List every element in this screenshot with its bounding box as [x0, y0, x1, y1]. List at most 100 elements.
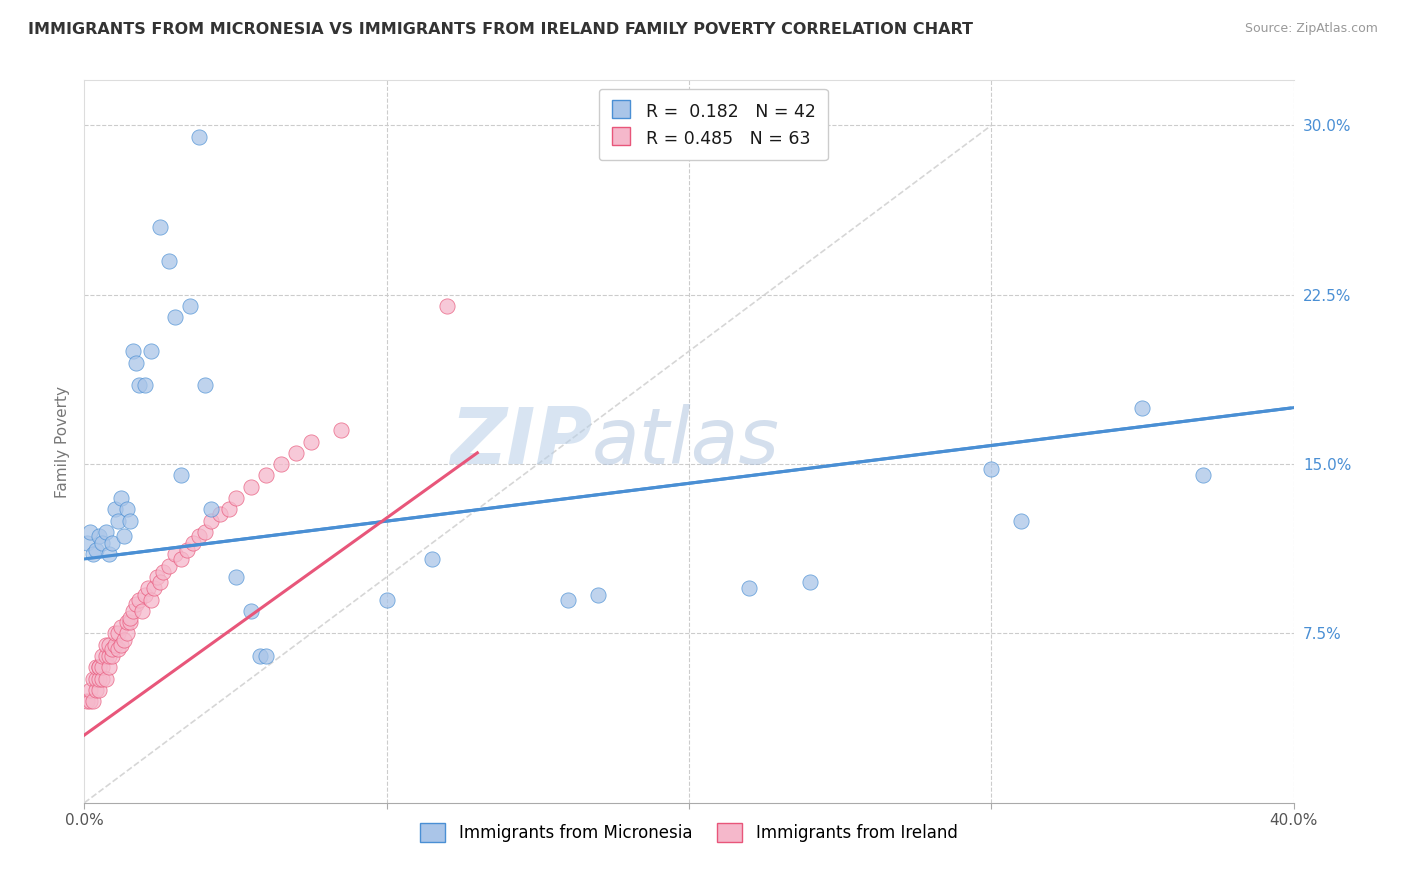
Point: [79, 524, 101, 539]
Point: [149, 220, 172, 235]
Point: [86, 672, 108, 686]
Point: [91, 660, 114, 674]
Point: [97, 660, 120, 674]
Point: [118, 610, 141, 624]
Text: atlas: atlas: [592, 403, 780, 480]
Point: [146, 570, 169, 584]
Point: [89, 529, 111, 543]
Point: [112, 633, 135, 648]
Point: [980, 461, 1002, 475]
Point: [239, 604, 262, 618]
Point: [209, 507, 232, 521]
Point: [94, 648, 117, 663]
Point: [128, 378, 150, 392]
Point: [330, 423, 353, 437]
Point: [188, 529, 211, 543]
Point: [82, 694, 104, 708]
Point: [121, 344, 143, 359]
Point: [139, 344, 162, 359]
Point: [134, 378, 156, 392]
Point: [115, 626, 138, 640]
Point: [79, 694, 101, 708]
Point: [118, 615, 141, 630]
Point: [170, 552, 193, 566]
Point: [82, 548, 104, 562]
Point: [79, 682, 101, 697]
Point: [86, 660, 108, 674]
Point: [239, 480, 262, 494]
Point: [285, 446, 308, 460]
Point: [82, 672, 104, 686]
Point: [131, 604, 153, 618]
Point: [165, 548, 187, 562]
Point: [557, 592, 579, 607]
Point: [194, 524, 217, 539]
Point: [249, 648, 271, 663]
Point: [225, 570, 247, 584]
Point: [436, 299, 458, 313]
Point: [142, 582, 165, 596]
Point: [76, 694, 98, 708]
Point: [181, 536, 204, 550]
Point: [136, 582, 159, 596]
Point: [270, 457, 292, 471]
Point: [125, 355, 148, 369]
Point: [91, 536, 114, 550]
Point: [100, 648, 122, 663]
Point: [104, 626, 127, 640]
Point: [104, 502, 127, 516]
Point: [89, 660, 111, 674]
Point: [107, 642, 129, 657]
Point: [118, 514, 141, 528]
Point: [89, 682, 111, 697]
Point: [194, 378, 217, 392]
Point: [188, 129, 211, 144]
Point: [225, 491, 247, 505]
Point: [420, 552, 443, 566]
Point: [157, 253, 180, 268]
Point: [176, 542, 198, 557]
Point: [179, 299, 201, 313]
Point: [89, 660, 111, 674]
Point: [375, 592, 398, 607]
Point: [91, 672, 114, 686]
Point: [89, 672, 111, 686]
Point: [738, 582, 761, 596]
Point: [97, 638, 120, 652]
Point: [94, 524, 117, 539]
Point: [86, 682, 108, 697]
Point: [799, 574, 821, 589]
Point: [125, 597, 148, 611]
Point: [97, 548, 120, 562]
Point: [254, 648, 277, 663]
Point: [152, 566, 174, 580]
Point: [104, 638, 127, 652]
Point: [128, 592, 150, 607]
Point: [200, 514, 222, 528]
Point: [110, 638, 132, 652]
Point: [157, 558, 180, 573]
Point: [115, 615, 138, 630]
Text: ZIP: ZIP: [450, 403, 592, 480]
Point: [76, 536, 98, 550]
Point: [134, 588, 156, 602]
Point: [94, 638, 117, 652]
Point: [107, 514, 129, 528]
Point: [97, 648, 120, 663]
Text: Source: ZipAtlas.com: Source: ZipAtlas.com: [1244, 22, 1378, 36]
Point: [218, 502, 240, 516]
Point: [107, 626, 129, 640]
Point: [1130, 401, 1153, 415]
Point: [121, 604, 143, 618]
Point: [139, 592, 162, 607]
Point: [1011, 514, 1033, 528]
Point: [110, 491, 132, 505]
Y-axis label: Family Poverty: Family Poverty: [55, 385, 70, 498]
Point: [1192, 468, 1215, 483]
Text: IMMIGRANTS FROM MICRONESIA VS IMMIGRANTS FROM IRELAND FAMILY POVERTY CORRELATION: IMMIGRANTS FROM MICRONESIA VS IMMIGRANTS…: [28, 22, 973, 37]
Point: [100, 536, 122, 550]
Point: [115, 502, 138, 516]
Point: [200, 502, 222, 516]
Point: [110, 620, 132, 634]
Point: [112, 529, 135, 543]
